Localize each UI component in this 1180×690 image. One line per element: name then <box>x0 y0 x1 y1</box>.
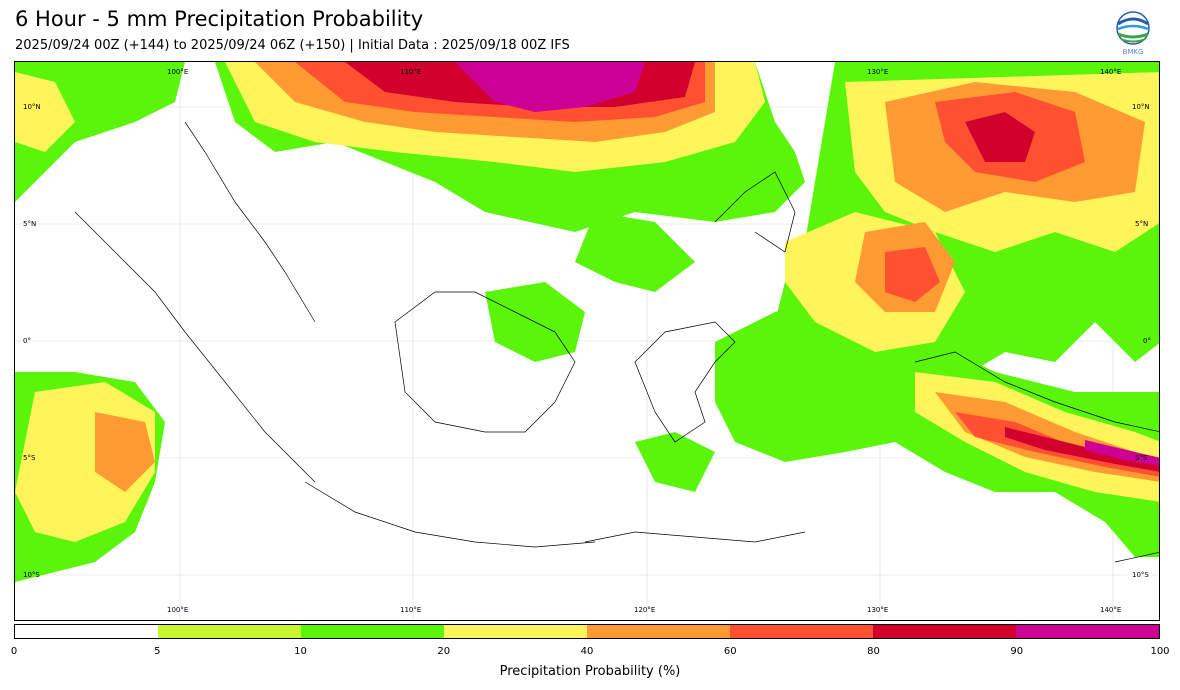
lat-label-left-10s: 10°S <box>23 571 40 579</box>
lat-label-left-5n: 5°N <box>23 220 37 228</box>
lon-label-top-100e: 100°E <box>167 68 189 76</box>
precipitation-map: 100°E 110°E 130°E 140°E 100°E 110°E 120°… <box>14 61 1160 621</box>
lat-label-right-5s: 5°S <box>1135 454 1148 462</box>
colorbar-tick: 60 <box>723 646 737 657</box>
lon-label-bottom-140e: 140°E <box>1100 606 1122 614</box>
colorbar-segment <box>158 625 301 638</box>
colorbar-segment <box>15 625 158 638</box>
lon-label-bottom-120e: 120°E <box>634 606 656 614</box>
colorbar-tick: 10 <box>294 646 307 657</box>
colorbar-segment <box>1016 625 1159 638</box>
map-subtitle: 2025/09/24 00Z (+144) to 2025/09/24 06Z … <box>15 38 570 53</box>
lon-label-top-130e: 130°E <box>867 68 889 76</box>
colorbar-tick: 0 <box>10 646 18 657</box>
lon-label-bottom-100e: 100°E <box>167 606 189 614</box>
colorbar-tick: 80 <box>867 646 880 657</box>
bmkg-logo: BMKG <box>1115 10 1151 56</box>
coastlines <box>74 121 1159 563</box>
colorbar-segment <box>587 625 730 638</box>
lon-label-top-110e: 110°E <box>400 68 422 76</box>
logo-text: BMKG <box>1123 48 1144 56</box>
lon-label-top-140e: 140°E <box>1100 68 1122 76</box>
map-canvas <box>15 62 1159 620</box>
colorbar-segment <box>301 625 444 638</box>
map-title: 6 Hour - 5 mm Precipitation Probability <box>15 7 424 31</box>
lat-label-right-10n: 10°N <box>1132 103 1150 111</box>
lon-label-bottom-110e: 110°E <box>400 606 422 614</box>
lat-label-left-0: 0° <box>23 337 31 345</box>
prob-90-100-area <box>455 62 1159 466</box>
colorbar-tick: 100 <box>1150 646 1170 657</box>
lon-label-bottom-130e: 130°E <box>867 606 889 614</box>
colorbar-label: Precipitation Probability (%) <box>499 664 681 679</box>
lat-label-left-5s: 5°S <box>23 454 36 462</box>
colorbar-tick: 5 <box>154 646 161 657</box>
colorbar-segment <box>444 625 587 638</box>
lat-label-right-10s: 10°S <box>1132 571 1149 579</box>
colorbar-segment <box>730 625 873 638</box>
colorbar-tick: 40 <box>580 646 594 657</box>
colorbar-tick: 20 <box>437 646 451 657</box>
colorbar-tick: 90 <box>1010 646 1024 657</box>
lat-label-left-10n: 10°N <box>23 103 41 111</box>
colorbar <box>14 624 1160 639</box>
lat-label-right-0: 0° <box>1143 337 1151 345</box>
lat-label-right-5n: 5°N <box>1135 220 1149 228</box>
colorbar-ticks: 0 5 10 20 40 60 80 90 100 <box>10 646 1170 660</box>
colorbar-segment <box>873 625 1016 638</box>
